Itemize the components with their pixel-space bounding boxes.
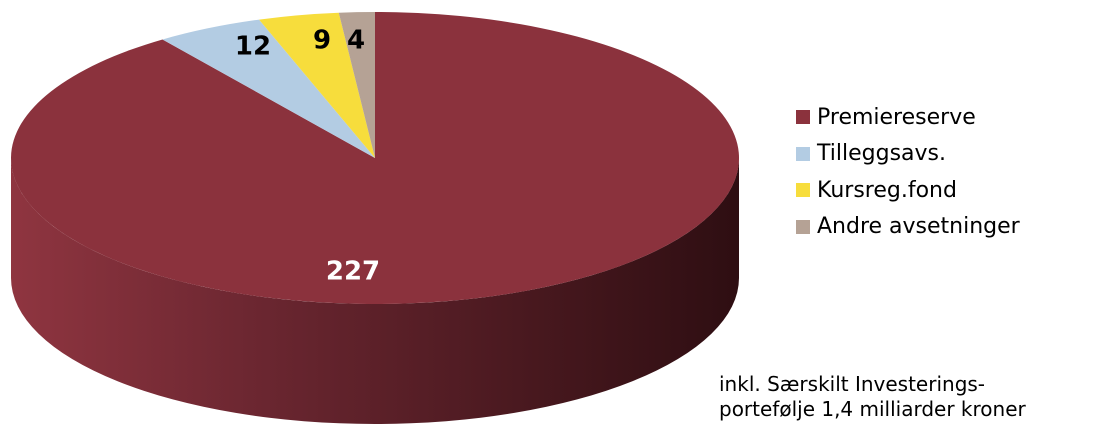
pie-slice-andre-avsetninger (338, 12, 375, 158)
data-label-kursreg-fond: 9 (313, 26, 331, 56)
legend-item-tilleggsavs: Tilleggsavs. (796, 141, 1020, 167)
pie-slice-premiereserve (11, 12, 740, 304)
pie-side-face (11, 158, 739, 424)
legend-item-premiereserve: Premiereserve (796, 104, 1020, 130)
footnote-line-1: inkl. Særskilt Investerings- (719, 372, 986, 396)
pie-side-premiereserve (11, 158, 739, 424)
pie-slice-tilleggsavs (162, 19, 375, 158)
data-label-andre-avsetninger: 4 (347, 26, 365, 56)
data-label-tilleggsavs: 12 (235, 32, 271, 62)
legend-swatch (796, 110, 810, 124)
legend-swatch (796, 183, 810, 197)
pie-data-labels: 227 12 9 4 (235, 26, 380, 287)
legend-swatch (796, 146, 810, 161)
pie-top-face (11, 12, 740, 304)
pie-slice-kursreg-fond (259, 12, 375, 159)
legend-item-andre-avsetninger: Andre avsetninger (796, 214, 1020, 240)
legend-label: Tilleggsavs. (817, 141, 946, 166)
footnote: inkl. Særskilt Investerings- portefølje … (719, 372, 1026, 422)
legend-label: Andre avsetninger (817, 214, 1020, 239)
legend-swatch (796, 219, 810, 234)
legend: Premiereserve Tilleggsavs. Kursreg.fond … (796, 104, 1020, 250)
legend-label: Premiereserve (817, 104, 976, 130)
data-label-premiereserve: 227 (326, 257, 380, 287)
legend-item-kursreg-fond: Kursreg.fond (796, 177, 1020, 203)
footnote-line-2: portefølje 1,4 milliarder kroner (719, 397, 1026, 421)
legend-label: Kursreg.fond (817, 177, 957, 203)
